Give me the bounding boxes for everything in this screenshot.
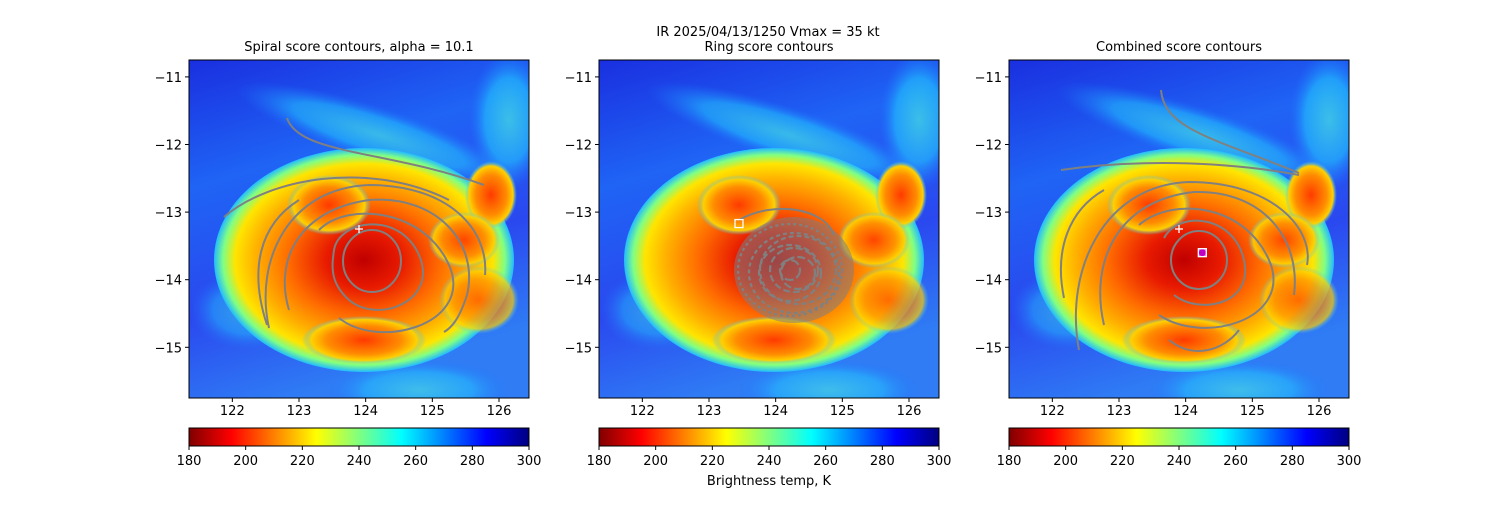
x-tick-label: 125 <box>1240 404 1265 419</box>
colorbar-tick-label: 220 <box>1110 454 1135 469</box>
panel-3: Combined score contours 122 123 124 125 126 −1… <box>975 40 1362 469</box>
panel-title: Spiral score contours, alpha = 10.1 <box>244 40 473 55</box>
axes-frame <box>598 59 940 399</box>
colorbar-tick-label: 300 <box>927 454 952 469</box>
score-contours <box>1060 89 1309 352</box>
x-tick-label: 123 <box>287 404 312 419</box>
colorbar-tick-label: 220 <box>290 454 315 469</box>
x-tick-label: 122 <box>220 404 245 419</box>
colorbar: 180 200 220 240 260 280 300 <box>587 427 952 469</box>
axes-frame <box>188 59 530 399</box>
brightness-temp-field <box>599 60 939 398</box>
panel-title: Ring score contours <box>704 40 833 55</box>
y-tick-label: −15 <box>565 341 592 356</box>
x-tick-label: 122 <box>630 404 655 419</box>
y-tick-label: −12 <box>565 139 592 154</box>
x-tick-label: 126 <box>487 404 512 419</box>
x-tick-label: 124 <box>1173 404 1198 419</box>
suptitle-line1: IR 2025/04/13/1250 Vmax = 35 kt <box>656 25 879 40</box>
score-contours <box>223 117 487 333</box>
colorbar-tick-label: 280 <box>1280 454 1305 469</box>
x-tick-label: 124 <box>763 404 788 419</box>
x-tick-label: 124 <box>353 404 378 419</box>
y-tick-label: −12 <box>975 139 1002 154</box>
y-tick-label: −14 <box>155 274 182 289</box>
colorbar-tick-label: 180 <box>587 454 612 469</box>
panel-title: Combined score contours <box>1096 40 1262 55</box>
x-tick-label: 125 <box>420 404 445 419</box>
colorbar-gradient <box>188 427 530 447</box>
y-tick-label: −15 <box>155 341 182 356</box>
panel-2: Ring score contours 122 123 124 125 126 −11 −12… <box>565 40 952 469</box>
colorbar-tick-label: 300 <box>517 454 542 469</box>
y-tick-label: −11 <box>565 71 592 86</box>
y-tick-label: −14 <box>975 274 1002 289</box>
x-tick-label: 126 <box>897 404 922 419</box>
colorbar-tick-label: 240 <box>1167 454 1192 469</box>
x-tick-label: 123 <box>697 404 722 419</box>
colorbar-tick-label: 240 <box>757 454 782 469</box>
colorbar-tick-label: 280 <box>460 454 485 469</box>
colorbar: 180 200 220 240 260 280 300 <box>997 427 1362 469</box>
x-tick-label: 126 <box>1307 404 1332 419</box>
panel-1: Spiral score contours, alpha = 10.1 122 12… <box>155 40 542 469</box>
y-tick-label: −12 <box>155 139 182 154</box>
center-plus-marker <box>355 225 363 233</box>
combined-center-square-marker <box>1197 248 1207 258</box>
colorbar-label: Brightness temp, K <box>707 474 832 489</box>
axes-frame <box>1008 59 1350 399</box>
y-tick-label: −13 <box>565 206 592 221</box>
brightness-temp-field <box>1009 60 1349 398</box>
colorbar-tick-label: 240 <box>347 454 372 469</box>
x-tick-label: 123 <box>1107 404 1132 419</box>
y-tick-label: −13 <box>155 206 182 221</box>
colorbar-tick-label: 260 <box>1223 454 1248 469</box>
colorbar-tick-label: 260 <box>813 454 838 469</box>
x-tick-label: 122 <box>1040 404 1065 419</box>
colorbar-tick-label: 260 <box>403 454 428 469</box>
score-contours <box>734 207 854 323</box>
brightness-temp-field <box>189 60 529 398</box>
x-tick-label: 125 <box>830 404 855 419</box>
colorbar-tick-label: 180 <box>997 454 1022 469</box>
colorbar-tick-label: 220 <box>700 454 725 469</box>
colorbar-gradient <box>1008 427 1350 447</box>
colorbar-tick-label: 200 <box>233 454 258 469</box>
center-square-marker <box>734 218 744 229</box>
colorbar-tick-label: 280 <box>870 454 895 469</box>
y-tick-label: −13 <box>975 206 1002 221</box>
colorbar-tick-label: 300 <box>1337 454 1362 469</box>
ring-contour-cluster <box>734 207 854 323</box>
colorbar-gradient <box>598 427 940 447</box>
colorbar: 180 200 220 240 260 280 300 <box>177 427 542 469</box>
y-tick-label: −11 <box>155 71 182 86</box>
y-tick-label: −11 <box>975 71 1002 86</box>
colorbar-tick-label: 200 <box>643 454 668 469</box>
y-tick-label: −15 <box>975 341 1002 356</box>
colorbar-tick-label: 200 <box>1053 454 1078 469</box>
combined-center-circle-marker <box>1197 248 1207 258</box>
center-plus-marker <box>1175 225 1183 233</box>
colorbar-tick-label: 180 <box>177 454 202 469</box>
y-tick-label: −14 <box>565 274 592 289</box>
